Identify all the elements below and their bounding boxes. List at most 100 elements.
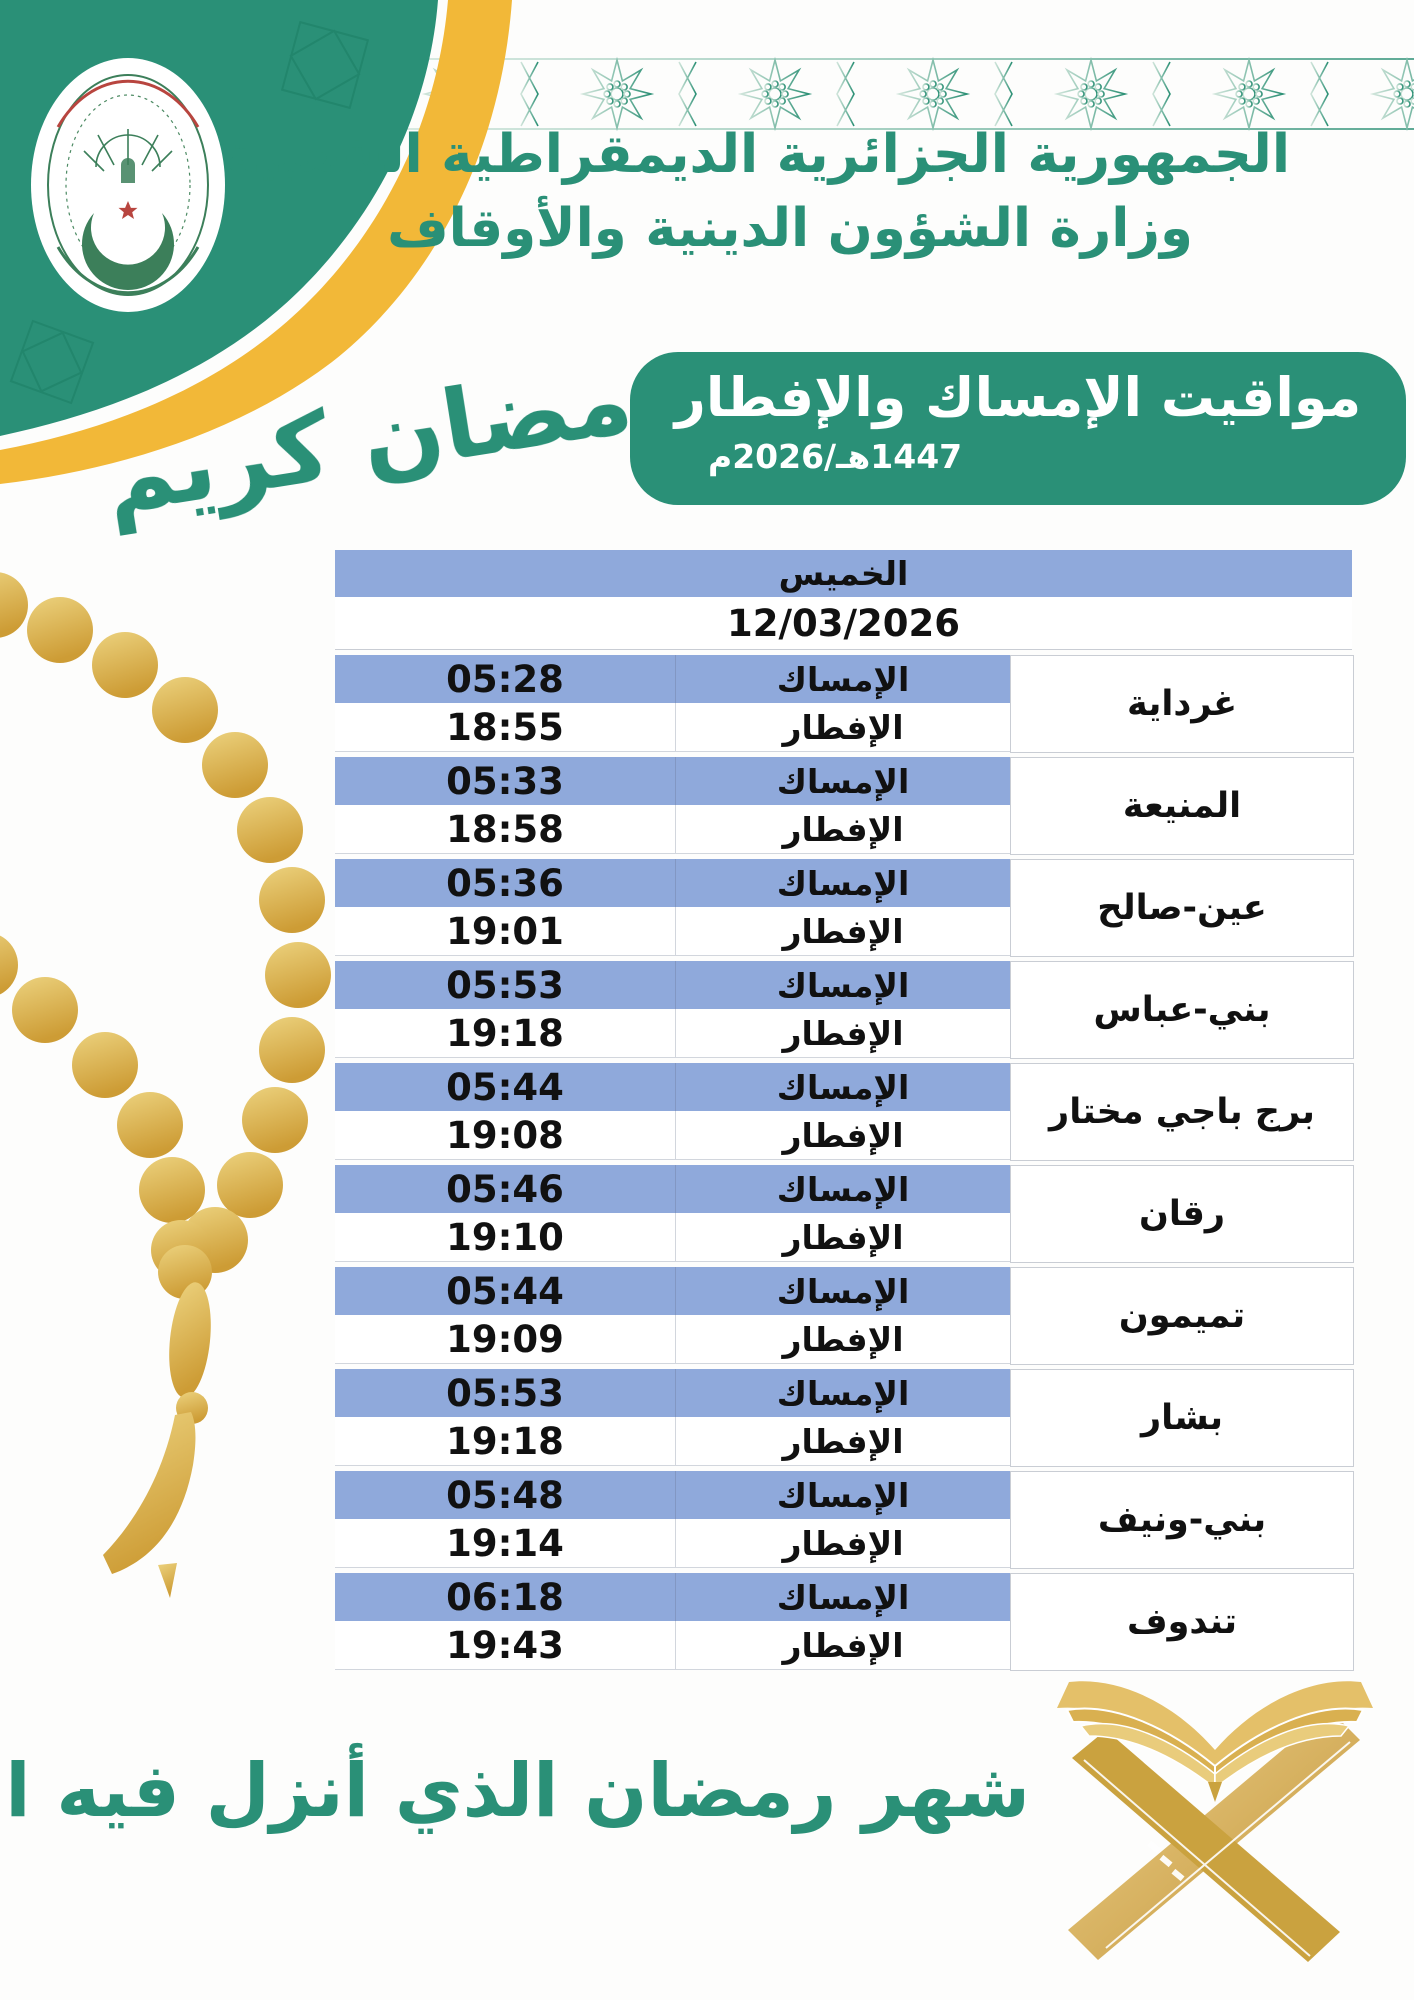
imsak-time: 05:44 <box>335 1063 676 1111</box>
time-rows: 06:18 الإمساك 19:43 الإفطار <box>335 1573 1010 1670</box>
time-rows: 05:44 الإمساك 19:09 الإفطار <box>335 1267 1010 1364</box>
time-rows: 05:53 الإمساك 19:18 الإفطار <box>335 1369 1010 1466</box>
gold-crescent-shape <box>0 0 512 484</box>
open-book-shape <box>1057 1681 1373 1802</box>
times-banner: مواقيت الإمساك والإفطار 1447هـ/2026م <box>630 352 1406 505</box>
imsak-time: 05:53 <box>335 961 676 1009</box>
corner-decoration <box>0 0 512 484</box>
city-block: 05:46 الإمساك 19:10 الإفطار رقان <box>335 1165 1354 1263</box>
iftar-row: 19:14 الإفطار <box>335 1519 1010 1568</box>
imsak-time: 05:44 <box>335 1267 676 1315</box>
imsak-row: 06:18 الإمساك <box>335 1573 1010 1621</box>
iftar-label: الإفطار <box>782 1319 904 1359</box>
city-block: 05:44 الإمساك 19:08 الإفطار برج باجي مختار <box>335 1063 1354 1161</box>
city-block: 05:48 الإمساك 19:14 الإفطار بني-ونيف <box>335 1471 1354 1569</box>
imsak-row: 05:48 الإمساك <box>335 1471 1010 1519</box>
iftar-label: الإفطار <box>782 1013 904 1053</box>
city-name: غرداية <box>1010 655 1354 753</box>
iftar-label: الإفطار <box>782 1625 904 1665</box>
day-header: الخميس <box>335 550 1352 597</box>
iftar-label: الإفطار <box>782 707 904 747</box>
iftar-time: 19:10 <box>335 1213 676 1261</box>
star-band-icon <box>380 58 1414 130</box>
iftar-row: 19:10 الإفطار <box>335 1213 1010 1262</box>
imsak-time: 05:46 <box>335 1165 676 1213</box>
imsak-label: الإمساك <box>776 1475 910 1515</box>
city-block: 05:44 الإمساك 19:09 الإفطار تميمون <box>335 1267 1354 1365</box>
imsak-label: الإمساك <box>776 761 910 801</box>
iftar-row: 19:08 الإفطار <box>335 1111 1010 1160</box>
imsak-time: 05:53 <box>335 1369 676 1417</box>
city-name: بني-عباس <box>1010 961 1354 1059</box>
time-rows: 05:33 الإمساك 18:58 الإفطار <box>335 757 1010 854</box>
city-name: عين-صالح <box>1010 859 1354 957</box>
prayer-beads-icon <box>0 572 331 1598</box>
iftar-row: 19:18 الإفطار <box>335 1009 1010 1058</box>
banner-year: 1447هـ/2026م <box>708 437 963 476</box>
time-rows: 05:36 الإمساك 19:01 الإفطار <box>335 859 1010 956</box>
imsak-row: 05:28 الإمساك <box>335 655 1010 703</box>
city-name: بشار <box>1010 1369 1354 1467</box>
city-name: المنيعة <box>1010 757 1354 855</box>
republic-title: الجمهورية الجزائرية الديمقراطية الشعبية <box>225 124 1290 185</box>
iftar-label: الإفطار <box>782 1421 904 1461</box>
banner-title: مواقيت الإمساك والإفطار <box>674 366 1362 429</box>
city-name: تندوف <box>1010 1573 1354 1671</box>
iftar-time: 18:55 <box>335 703 676 751</box>
iftar-time: 19:08 <box>335 1111 676 1159</box>
imsak-time: 05:36 <box>335 859 676 907</box>
city-block: 05:33 الإمساك 18:58 الإفطار المنيعة <box>335 757 1354 855</box>
iftar-label: الإفطار <box>782 911 904 951</box>
time-rows: 05:28 الإمساك 18:55 الإفطار <box>335 655 1010 752</box>
iftar-time: 19:18 <box>335 1009 676 1057</box>
imsak-row: 05:46 الإمساك <box>335 1165 1010 1213</box>
iftar-time: 19:09 <box>335 1315 676 1363</box>
iftar-row: 19:43 الإفطار <box>335 1621 1010 1670</box>
city-blocks: 05:28 الإمساك 18:55 الإفطار غرداية 05:33 الإمس… <box>335 655 1354 1671</box>
imsak-time: 06:18 <box>335 1573 676 1621</box>
imsak-label: الإمساك <box>776 1577 910 1617</box>
city-block: 05:53 الإمساك 19:18 الإفطار بني-عباس <box>335 961 1354 1059</box>
imsak-row: 05:44 الإمساك <box>335 1063 1010 1111</box>
ministry-title: وزارة الشؤون الدينية والأوقاف <box>387 198 1193 259</box>
city-block: 05:53 الإمساك 19:18 الإفطار بشار <box>335 1369 1354 1467</box>
date-row: 12/03/2026 <box>335 597 1352 650</box>
city-name: تميمون <box>1010 1267 1354 1365</box>
prayer-timetable: الخميس 12/03/2026 05:28 الإمساك 18:55 الإفط… <box>335 550 1354 1675</box>
ministry-seal-icon <box>31 58 225 312</box>
iftar-label: الإفطار <box>782 1217 904 1257</box>
iftar-label: الإفطار <box>782 809 904 849</box>
iftar-time: 19:01 <box>335 907 676 955</box>
time-rows: 05:53 الإمساك 19:18 الإفطار <box>335 961 1010 1058</box>
iftar-label: الإفطار <box>782 1523 904 1563</box>
city-block: 05:28 الإمساك 18:55 الإفطار غرداية <box>335 655 1354 753</box>
quran-rehal-icon <box>1057 1681 1373 1962</box>
iftar-time: 18:58 <box>335 805 676 853</box>
imsak-label: الإمساك <box>776 1067 910 1107</box>
verse-calligraphy: شهر رمضان الذي أنزل فيه القرآن <box>0 1748 1030 1834</box>
imsak-label: الإمساك <box>776 965 910 1005</box>
iftar-row: 18:58 الإفطار <box>335 805 1010 854</box>
time-rows: 05:44 الإمساك 19:08 الإفطار <box>335 1063 1010 1160</box>
city-name: برج باجي مختار <box>1010 1063 1354 1161</box>
iftar-time: 19:43 <box>335 1621 676 1669</box>
iftar-row: 19:09 الإفطار <box>335 1315 1010 1364</box>
imsak-time: 05:33 <box>335 757 676 805</box>
imsak-row: 05:53 الإمساك <box>335 1369 1010 1417</box>
time-rows: 05:46 الإمساك 19:10 الإفطار <box>335 1165 1010 1262</box>
time-rows: 05:48 الإمساك 19:14 الإفطار <box>335 1471 1010 1568</box>
city-name: بني-ونيف <box>1010 1471 1354 1569</box>
city-name: رقان <box>1010 1165 1354 1263</box>
iftar-row: 18:55 الإفطار <box>335 703 1010 752</box>
imsak-row: 05:44 الإمساك <box>335 1267 1010 1315</box>
city-block: 06:18 الإمساك 19:43 الإفطار تندوف <box>335 1573 1354 1671</box>
imsak-row: 05:53 الإمساك <box>335 961 1010 1009</box>
iftar-label: الإفطار <box>782 1115 904 1155</box>
imsak-label: الإمساك <box>776 659 910 699</box>
rehal-front-slat <box>1072 1730 1340 1962</box>
imsak-row: 05:33 الإمساك <box>335 757 1010 805</box>
iftar-row: 19:18 الإفطار <box>335 1417 1010 1466</box>
imsak-label: الإمساك <box>776 1169 910 1209</box>
imsak-time: 05:48 <box>335 1471 676 1519</box>
